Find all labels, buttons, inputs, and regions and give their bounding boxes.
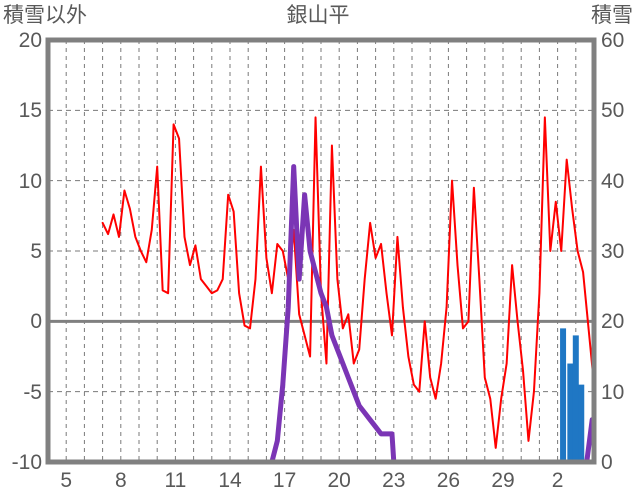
snowfall-bar	[572, 335, 579, 462]
chart-title: 銀山平	[286, 4, 350, 27]
snowfall-bars-layer	[560, 328, 585, 462]
left-tick-label: -5	[23, 380, 42, 404]
left-tick-label: 15	[18, 99, 42, 123]
left-tick-label: 0	[30, 310, 42, 334]
bottom-tick-label: 2	[551, 469, 564, 492]
right-tick-label: 50	[601, 99, 625, 123]
plot-frame-layer	[45, 37, 597, 465]
right-tick-label: 0	[601, 451, 613, 474]
precipitation-line	[101, 116, 595, 449]
snow-depth-line	[63, 164, 597, 465]
snowfall-bar	[560, 328, 567, 462]
data-lines-layer	[63, 116, 597, 465]
left-tick-label: 10	[18, 169, 42, 193]
left-tick-label: 20	[18, 29, 42, 52]
right-tick-label: 20	[601, 310, 625, 334]
bottom-tick-label: 26	[436, 469, 461, 492]
plot-frame	[45, 37, 597, 465]
right-tick-label: 10	[601, 380, 625, 404]
bottom-tick-label: 14	[218, 469, 242, 492]
bottom-tick-label: 5	[60, 469, 73, 492]
left-tick-label: -10	[11, 451, 42, 474]
right-axis-header: 積雪	[591, 4, 633, 27]
snowfall-bar	[578, 384, 585, 462]
bottom-tick-label: 17	[272, 469, 297, 492]
right-tick-label: 60	[601, 29, 625, 52]
snowfall-bar	[567, 363, 574, 462]
bottom-tick-label: 29	[491, 469, 515, 492]
right-tick-label: 30	[601, 240, 625, 263]
bottom-tick-label: 11	[164, 469, 187, 492]
right-tick-label: 40	[601, 169, 625, 193]
left-axis-header: 積雪以外	[3, 4, 87, 27]
bottom-tick-label: 20	[327, 469, 351, 492]
left-tick-label: 5	[30, 240, 42, 263]
bottom-tick-label: 8	[114, 469, 127, 492]
grid-layer	[48, 40, 594, 462]
bottom-tick-label: 23	[382, 469, 406, 492]
